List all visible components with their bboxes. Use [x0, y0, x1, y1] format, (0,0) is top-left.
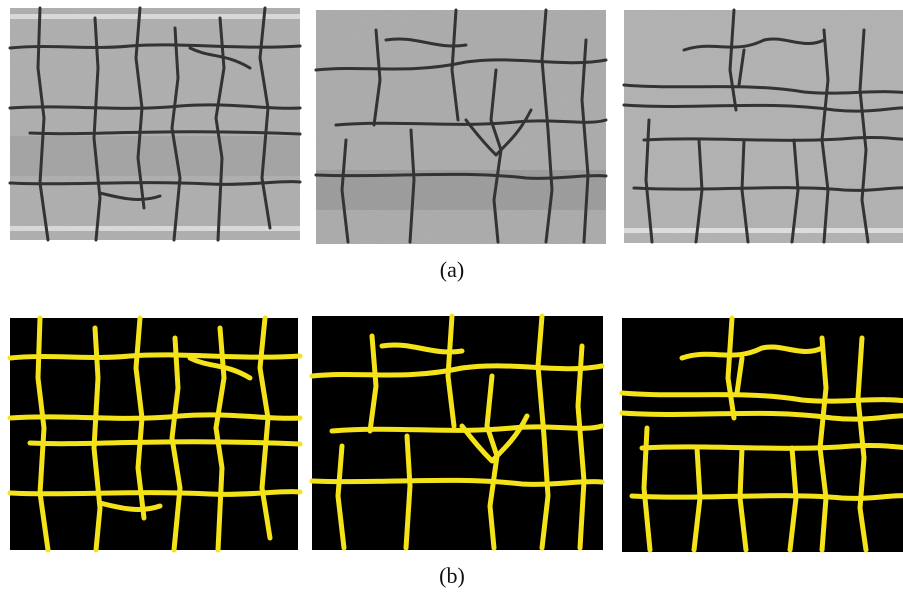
caption-label: (b)	[439, 563, 465, 588]
caption-label: (a)	[440, 257, 464, 282]
pavement-image	[10, 8, 300, 240]
segmentation-mask	[312, 316, 603, 550]
segmentation-mask	[622, 318, 903, 552]
pavement-image	[624, 10, 903, 243]
page: (a) (b) (() => { const data = JSON.parse…	[0, 0, 903, 596]
pavement-image	[316, 10, 606, 244]
segmentation-mask	[10, 318, 300, 550]
figure: (a) (b)	[0, 0, 903, 596]
